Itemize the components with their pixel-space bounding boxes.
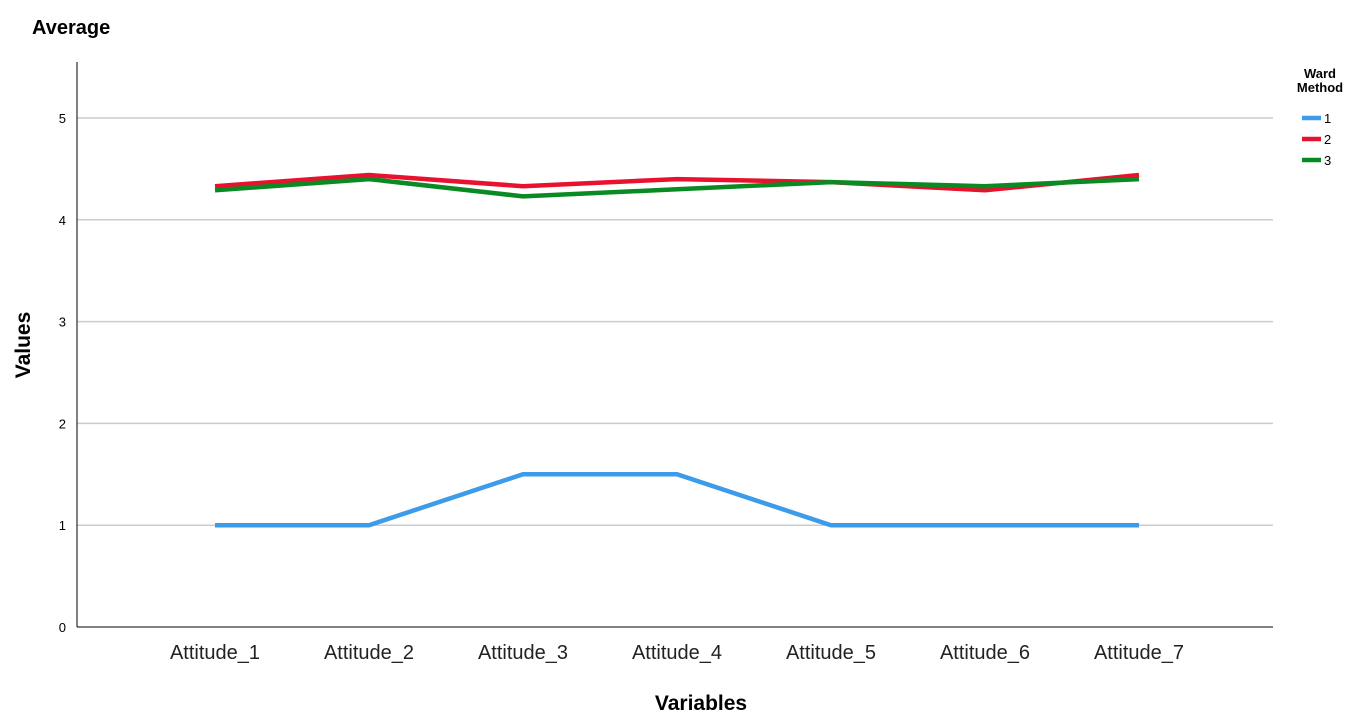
series-lines — [214, 172, 1140, 528]
legend-label-1: 1 — [1324, 111, 1331, 126]
axes — [76, 62, 1273, 628]
y-tick-label-4: 4 — [59, 213, 66, 228]
series-line-2 — [214, 172, 1140, 193]
y-axis-title: Values — [12, 312, 35, 379]
y-tick-label-2: 2 — [59, 416, 66, 431]
legend-label-3: 3 — [1324, 153, 1331, 168]
x-tick-label: Attitude_1 — [170, 642, 260, 664]
x-tick-label: Attitude_7 — [1094, 642, 1184, 664]
legend-label-2: 2 — [1324, 132, 1331, 147]
x-tick-label: Attitude_6 — [940, 642, 1030, 664]
x-tick-label: Attitude_5 — [786, 642, 876, 664]
x-tick-labels: Attitude_1 Attitude_2 Attitude_3 Attitude_4… — [170, 642, 1184, 664]
y-tick-label-0: 0 — [59, 620, 66, 635]
legend-title-line1: Ward — [1304, 66, 1336, 81]
chart-title: Average — [32, 17, 110, 39]
x-tick-label: Attitude_2 — [324, 642, 414, 664]
y-tick-label-5: 5 — [59, 111, 66, 126]
legend-items: 1 2 3 — [1302, 111, 1331, 168]
x-tick-label: Attitude_3 — [478, 642, 568, 664]
x-tick-label: Attitude_4 — [632, 642, 722, 664]
legend: Ward Method 1 2 3 — [1297, 66, 1343, 168]
x-axis-title: Variables — [655, 692, 747, 715]
legend-title-line2: Method — [1297, 80, 1343, 95]
y-tick-label-3: 3 — [59, 315, 66, 330]
series-line-3 — [214, 176, 1140, 199]
y-tick-label-1: 1 — [59, 518, 66, 533]
y-tick-labels: 0 1 2 3 4 5 — [59, 111, 66, 635]
series-line-1 — [215, 472, 1139, 528]
